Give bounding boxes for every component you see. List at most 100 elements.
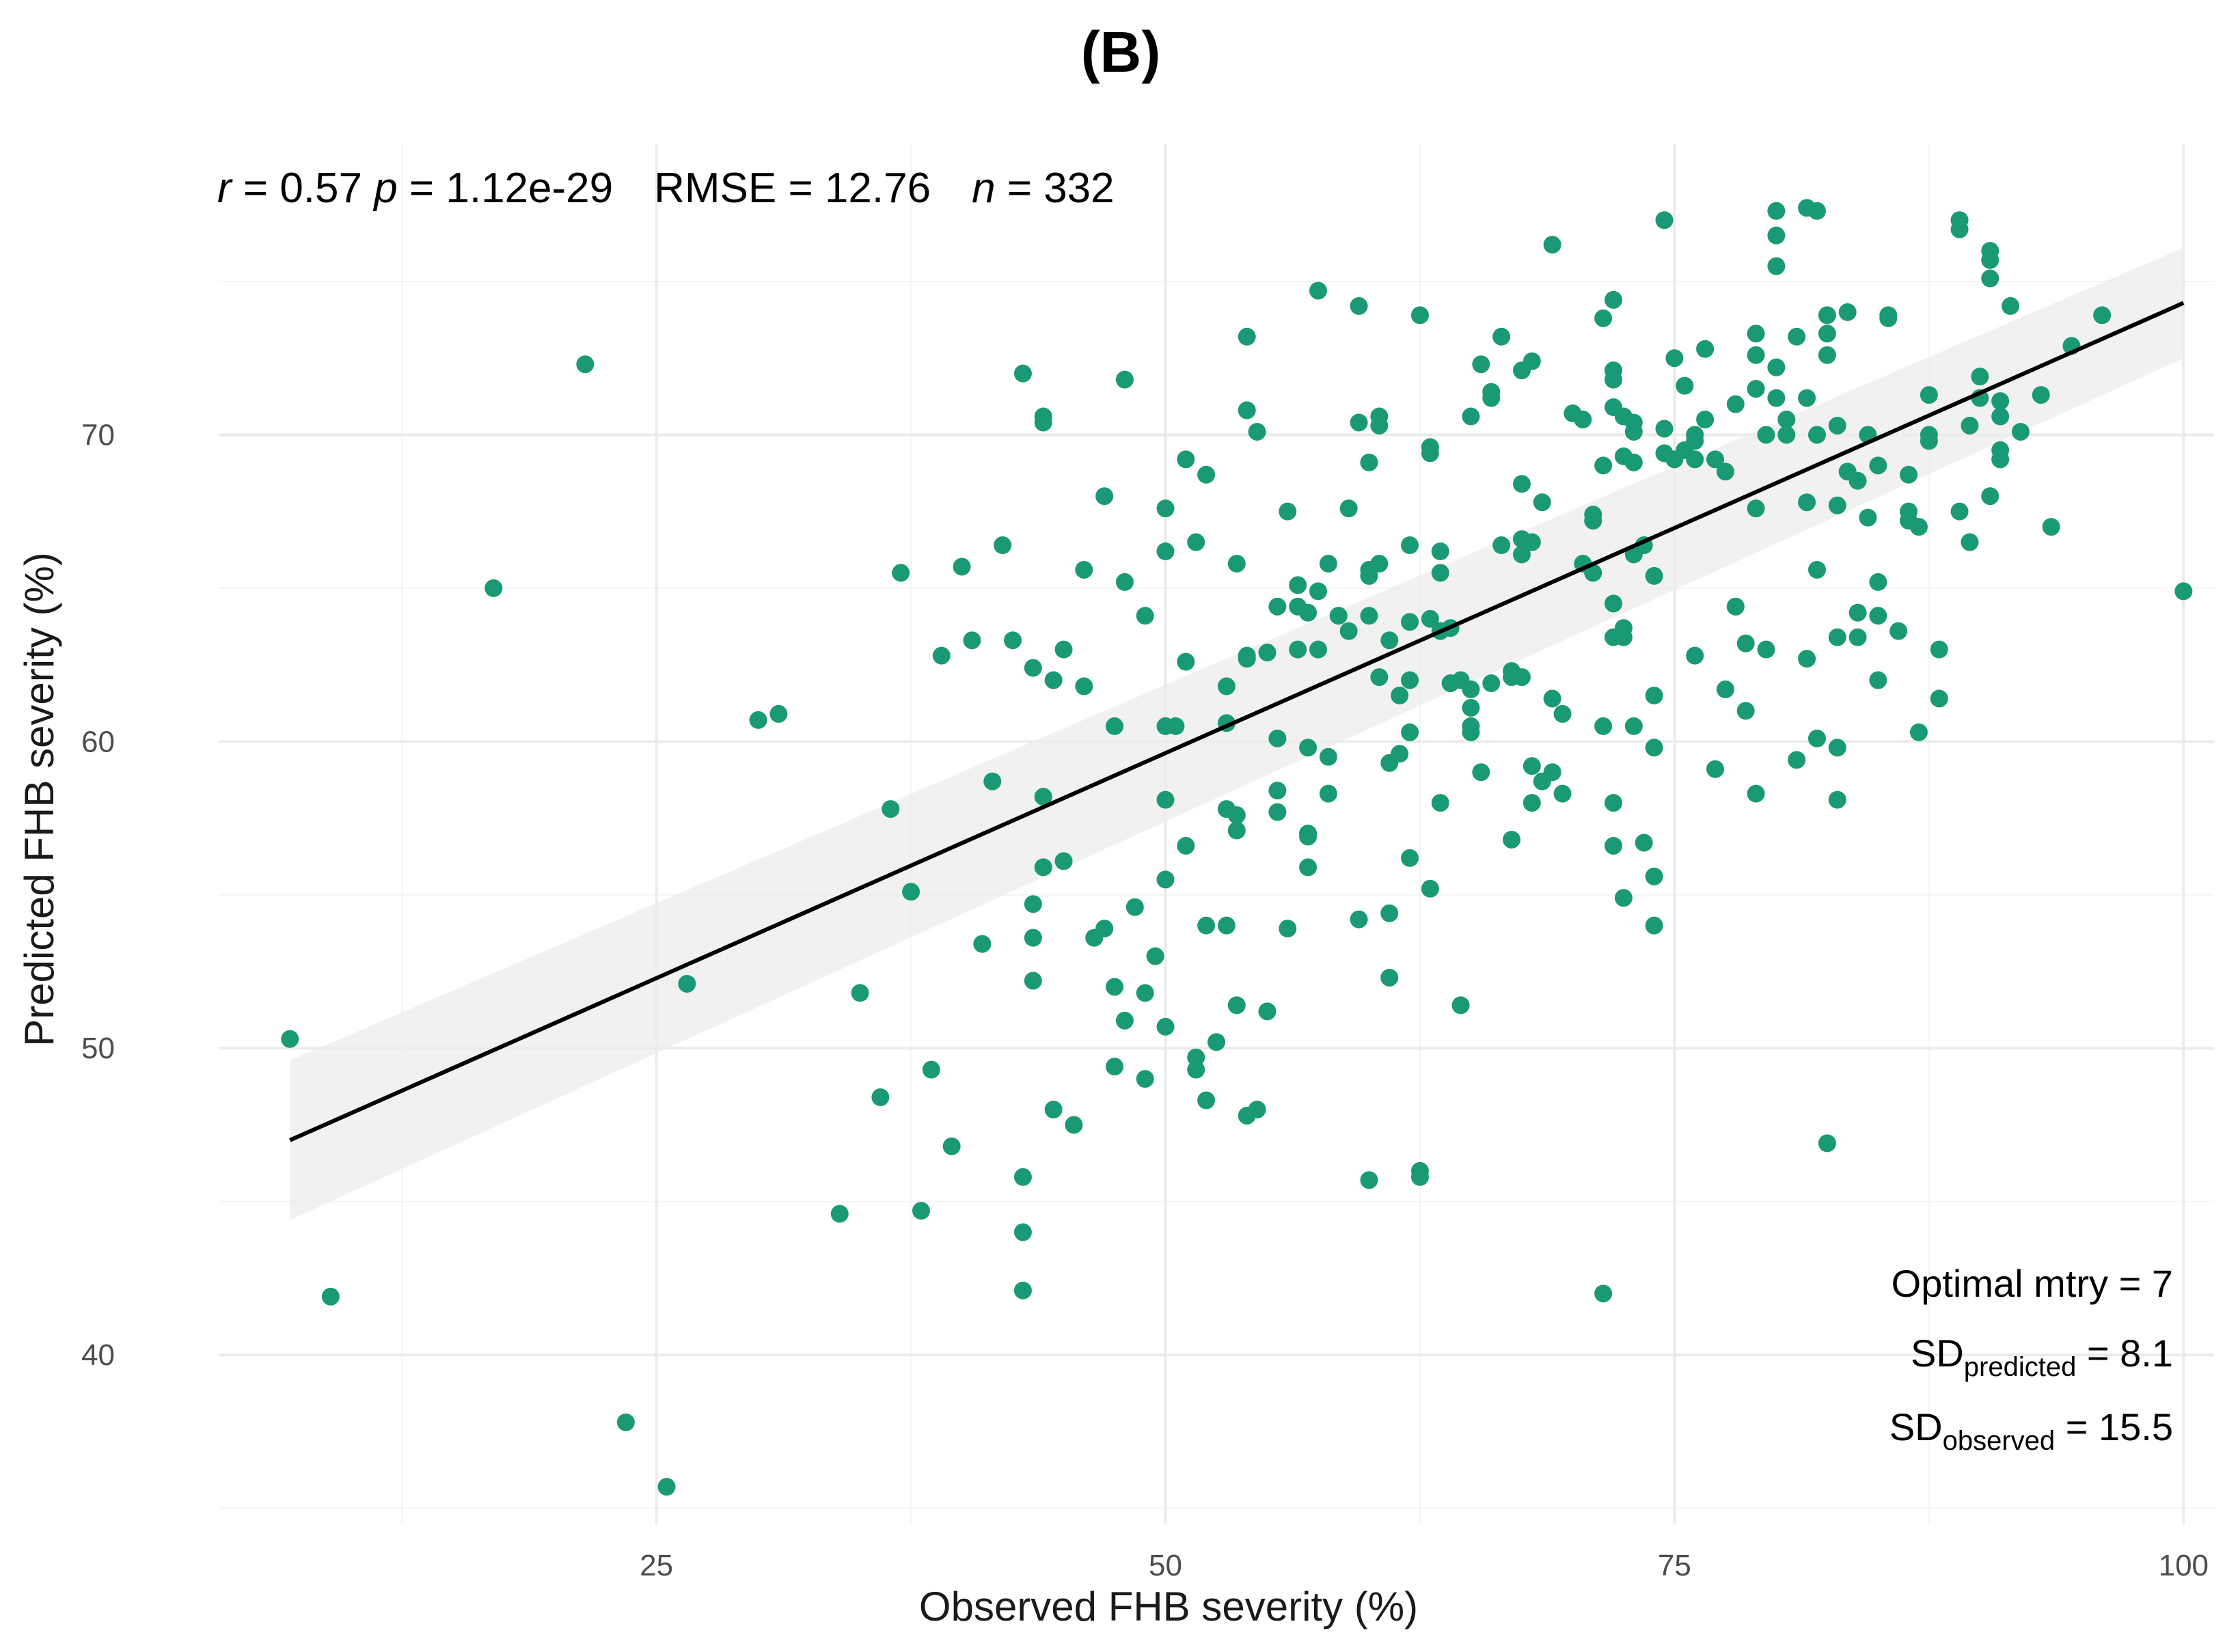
data-point	[1818, 1134, 1836, 1153]
data-point	[1309, 640, 1327, 659]
data-point	[1299, 827, 1318, 846]
data-point	[1645, 687, 1663, 704]
data-point	[1818, 346, 1836, 364]
sd-predicted-annotation: SDpredicted = 8.1	[1911, 1332, 2173, 1382]
data-point	[1961, 416, 1979, 435]
data-point	[1065, 1116, 1083, 1134]
data-point	[1523, 533, 1541, 551]
data-point	[2042, 518, 2060, 536]
data-point	[1594, 309, 1613, 327]
data-point	[1492, 327, 1511, 346]
data-point	[1726, 395, 1745, 413]
data-point	[1421, 444, 1439, 463]
data-point	[1156, 790, 1175, 809]
data-point	[994, 536, 1012, 555]
data-point	[1747, 499, 1765, 518]
data-point	[1981, 242, 1999, 260]
data-point	[1319, 784, 1337, 803]
data-point	[1543, 763, 1561, 782]
data-point	[1350, 297, 1368, 315]
data-point	[1828, 416, 1846, 435]
data-point	[1930, 689, 1948, 708]
data-point	[1238, 401, 1256, 419]
data-point	[1238, 327, 1256, 346]
y-tick-label: 50	[81, 1032, 115, 1065]
regression-line-layer	[289, 301, 2185, 1142]
data-point	[1024, 972, 1042, 990]
data-point	[1807, 560, 1826, 579]
data-point	[1044, 1101, 1063, 1118]
data-point	[1869, 573, 1887, 591]
data-point	[2093, 306, 2112, 325]
rmse-value: RMSE = 12.76	[654, 165, 931, 212]
data-point	[1807, 202, 1826, 220]
data-point	[1136, 607, 1154, 625]
data-point	[1156, 542, 1175, 561]
data-point	[1258, 644, 1277, 662]
data-point	[1930, 640, 1948, 659]
data-point	[1961, 533, 1979, 551]
data-point	[2011, 422, 2030, 441]
data-point	[1431, 542, 1449, 561]
data-point	[1594, 456, 1613, 475]
data-point	[1187, 1060, 1205, 1079]
data-point	[1686, 432, 1704, 450]
x-axis-title: Observed FHB severity (%)	[919, 1584, 1418, 1629]
data-point	[1187, 533, 1205, 551]
data-point	[1339, 622, 1358, 640]
data-point	[1309, 281, 1327, 300]
points-layer	[281, 199, 2193, 1496]
sd-observed-value: = 15.5	[2055, 1405, 2173, 1448]
x-tick-labels: 25 50 75 100	[640, 1549, 2209, 1582]
data-point	[1716, 463, 1734, 481]
data-point	[1645, 739, 1663, 757]
data-point	[882, 800, 900, 818]
data-point	[1380, 631, 1399, 650]
data-point	[1909, 723, 1928, 741]
data-point	[1706, 760, 1724, 778]
data-point	[1177, 652, 1195, 671]
data-point	[1665, 349, 1684, 368]
data-point	[1624, 453, 1643, 471]
data-point	[1125, 898, 1144, 916]
data-point	[1686, 450, 1704, 469]
sd-observed-annotation: SDobserved = 15.5	[1889, 1405, 2173, 1456]
data-point	[1227, 996, 1246, 1015]
data-point	[1075, 560, 1093, 579]
data-point	[1410, 1168, 1429, 1186]
data-point	[1818, 306, 1836, 325]
data-point	[1431, 794, 1449, 812]
data-point	[1879, 306, 1898, 325]
data-point	[983, 772, 1002, 790]
data-point	[1166, 717, 1185, 735]
data-point	[1207, 1033, 1225, 1051]
data-point	[1197, 916, 1216, 935]
data-point	[1289, 576, 1307, 594]
data-point	[1645, 867, 1663, 885]
sd-predicted-main: SD	[1911, 1332, 1964, 1375]
data-point	[1339, 499, 1358, 518]
data-point	[1757, 426, 1775, 444]
data-point	[1421, 879, 1439, 898]
data-point	[1401, 723, 1419, 741]
p-value: = 1.12e-29	[398, 165, 613, 212]
data-point	[953, 557, 971, 576]
data-point	[1543, 689, 1561, 708]
data-point	[1889, 622, 1908, 640]
data-point	[1431, 564, 1449, 582]
data-point	[1523, 794, 1541, 812]
r-value: = 0.57	[232, 165, 374, 212]
stats-annotation: r = 0.57 p = 1.12e-29 RMSE = 12.76 n = 332	[217, 165, 1115, 212]
data-point	[1370, 407, 1389, 426]
data-point	[1319, 747, 1337, 766]
p-label: p	[372, 165, 397, 212]
data-point	[1268, 729, 1287, 747]
data-point	[1217, 916, 1236, 935]
data-point	[1971, 368, 1989, 386]
data-point	[1004, 631, 1022, 650]
data-point	[1482, 383, 1501, 401]
data-point	[1624, 717, 1643, 735]
data-point	[1635, 834, 1653, 852]
data-point	[1391, 687, 1409, 704]
data-point	[1828, 628, 1846, 646]
